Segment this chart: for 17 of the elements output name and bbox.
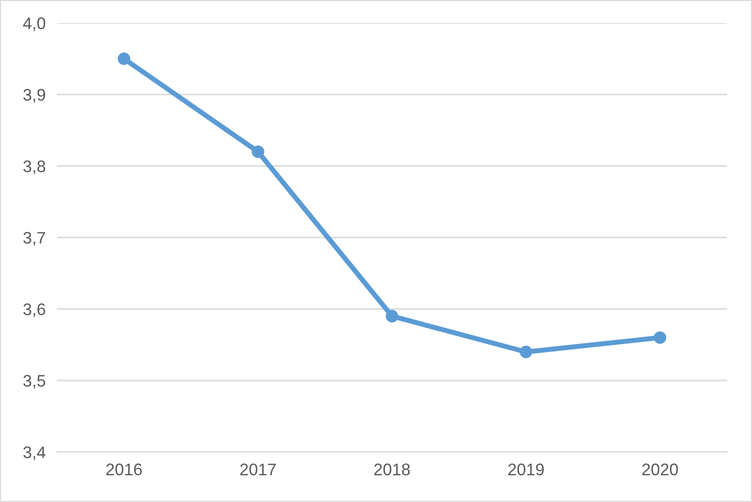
y-tick-label: 3,9 [23,88,46,103]
x-tick-label: 2016 [106,464,142,476]
x-tick-label: 2018 [374,464,410,476]
y-tick-label: 3,8 [23,160,46,174]
x-tick-label: 2019 [508,464,544,476]
y-tick-label: 3,6 [23,303,46,318]
y-tick-label: 3,4 [23,446,46,460]
y-tick-label: 4,0 [23,17,46,32]
y-tick-label: 3,7 [23,232,46,246]
point [386,310,398,322]
x-tick-label: 2017 [240,464,276,476]
point [520,346,532,358]
x-tick-label: 2020 [642,464,678,476]
y-tick-label: 3,5 [23,374,46,389]
point [252,145,264,158]
point [118,52,130,65]
point [654,331,666,344]
